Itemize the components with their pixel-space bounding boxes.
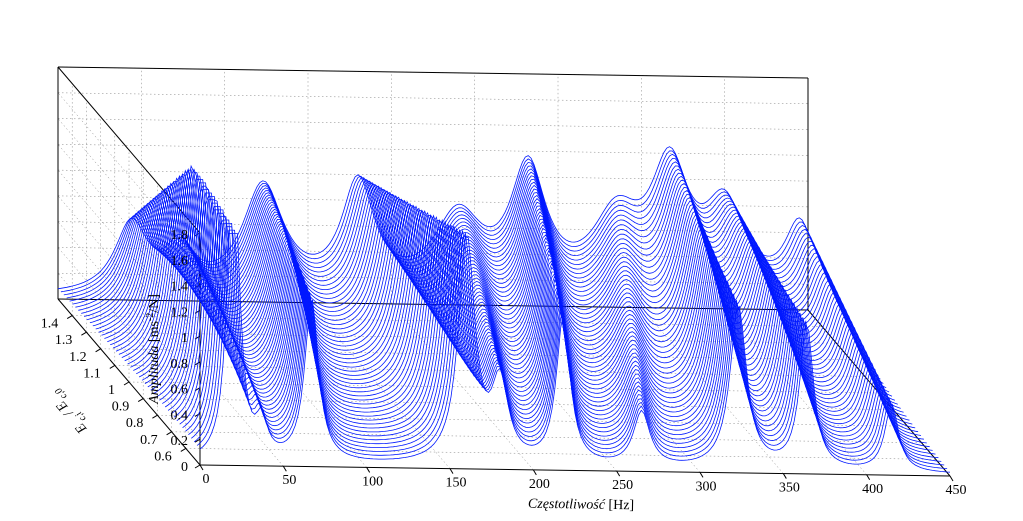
svg-text:450: 450 (946, 483, 967, 498)
svg-text:0.9: 0.9 (112, 400, 130, 415)
svg-text:1.2: 1.2 (69, 350, 87, 365)
svg-text:1.6: 1.6 (171, 254, 189, 269)
svg-text:1: 1 (181, 331, 188, 346)
svg-text:1.4: 1.4 (171, 280, 189, 295)
x-axis-label: Częstotliwość [Hz] (528, 497, 634, 514)
svg-text:Częstotliwość [Hz]: Częstotliwość [Hz] (528, 497, 634, 514)
svg-text:1.1: 1.1 (83, 366, 101, 381)
svg-text:0.8: 0.8 (171, 357, 189, 372)
svg-text:1.4: 1.4 (41, 317, 59, 332)
svg-text:0: 0 (181, 460, 188, 475)
svg-text:0: 0 (203, 472, 210, 487)
svg-text:Amplituda [ms-2/N]: Amplituda [ms-2/N] (145, 294, 163, 405)
svg-text:350: 350 (779, 481, 800, 496)
svg-text:1: 1 (108, 383, 115, 398)
svg-text:1.2: 1.2 (171, 305, 189, 320)
svg-text:300: 300 (696, 479, 717, 494)
svg-text:0.2: 0.2 (171, 434, 189, 449)
svg-text:1.8: 1.8 (171, 228, 189, 243)
svg-text:0.4: 0.4 (171, 408, 189, 423)
svg-text:Ec,i / Ec,0: Ec,i / Ec,0 (46, 386, 94, 437)
svg-text:0.8: 0.8 (126, 416, 144, 431)
svg-text:200: 200 (529, 477, 550, 492)
waterfall-3d-plot: 0501001502002503003504004500.60.70.80.91… (0, 0, 1023, 521)
svg-text:100: 100 (362, 474, 383, 489)
svg-text:50: 50 (282, 473, 296, 488)
svg-text:150: 150 (446, 476, 467, 491)
svg-text:0.6: 0.6 (154, 449, 172, 464)
svg-text:400: 400 (862, 482, 883, 497)
waterfall-svg: 0501001502002503003504004500.60.70.80.91… (0, 0, 1023, 521)
svg-text:0.6: 0.6 (171, 383, 189, 398)
z-axis-label: Amplituda [ms-2/N] (145, 294, 163, 405)
svg-text:1.3: 1.3 (55, 333, 73, 348)
y-axis-label: Ec,i / Ec,0 (46, 386, 94, 437)
svg-text:250: 250 (612, 478, 633, 493)
svg-text:0.7: 0.7 (140, 433, 158, 448)
frf-curves (58, 147, 950, 473)
